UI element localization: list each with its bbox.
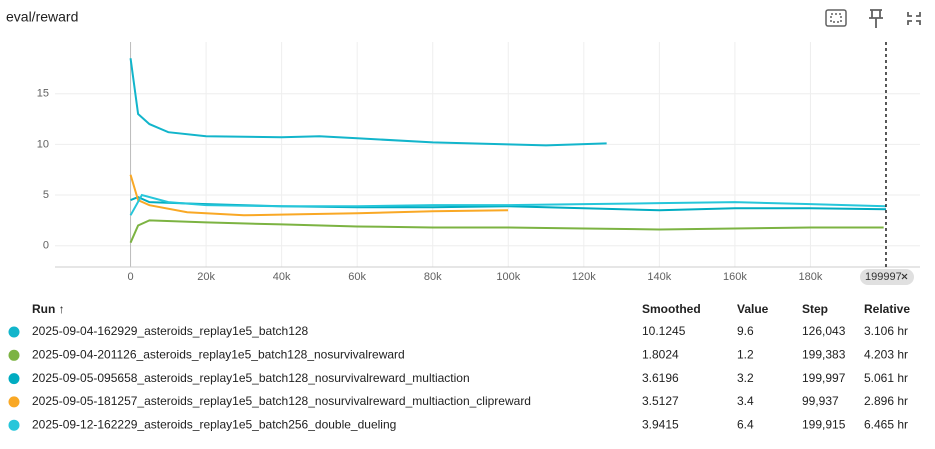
y-tick-label: 15 bbox=[37, 88, 49, 100]
x-tick-label: 0 bbox=[127, 271, 133, 283]
chart-title: eval/reward bbox=[6, 9, 78, 25]
column-header[interactable]: Run ↑ bbox=[32, 302, 65, 316]
run-color-dot bbox=[8, 349, 20, 361]
x-tick-label: 100k bbox=[496, 271, 520, 283]
relative-cell: 6.465 hr bbox=[864, 417, 908, 431]
smoothed-cell: 3.9415 bbox=[642, 417, 679, 431]
x-tick-label: 40k bbox=[273, 271, 291, 283]
value-cell: 3.4 bbox=[737, 394, 754, 408]
run-color-dot bbox=[8, 373, 20, 385]
runs-table: Run ↑ Smoothed Value Step Relative 2025-09-04… bbox=[8, 302, 910, 431]
run-color-dot bbox=[8, 326, 20, 338]
smoothed-cell: 3.5127 bbox=[642, 394, 679, 408]
smoothed-cell: 3.6196 bbox=[642, 371, 679, 385]
x-tick-label: 120k bbox=[572, 271, 596, 283]
x-tick-label: 80k bbox=[424, 271, 442, 283]
run-name: 2025-09-04-201126_asteroids_replay1e5_ba… bbox=[32, 347, 405, 361]
step-cell: 199,915 bbox=[802, 417, 846, 431]
run-name: 2025-09-12-162229_asteroids_replay1e5_ba… bbox=[32, 417, 396, 431]
fit-domain-button[interactable] bbox=[825, 9, 847, 27]
x-tick-label: 140k bbox=[647, 271, 671, 283]
relative-cell: 3.106 hr bbox=[864, 324, 908, 338]
run-name: 2025-09-05-181257_asteroids_replay1e5_ba… bbox=[32, 394, 531, 408]
run-name: 2025-09-04-162929_asteroids_replay1e5_ba… bbox=[32, 324, 309, 338]
step-cell: 126,043 bbox=[802, 324, 846, 338]
y-tick-label: 5 bbox=[43, 189, 49, 201]
pin-button[interactable] bbox=[869, 9, 883, 28]
x-tick-label: 60k bbox=[348, 271, 366, 283]
column-header: Step bbox=[802, 302, 828, 316]
plot-area: 0 5 10 15 0 20k 40k 60k 80k 100k 120k 140k 160k 180k 1… bbox=[37, 42, 920, 285]
x-tick-label: 20k bbox=[197, 271, 215, 283]
smoothed-line bbox=[129, 174, 509, 217]
value-cell: 9.6 bbox=[737, 324, 754, 338]
value-cell: 1.2 bbox=[737, 347, 754, 361]
y-tick-label: 10 bbox=[37, 138, 49, 150]
collapse-button[interactable] bbox=[907, 12, 921, 25]
smoothed-line bbox=[129, 193, 886, 216]
value-cell: 6.4 bbox=[737, 417, 754, 431]
column-header: Smoothed bbox=[642, 302, 701, 316]
smoothed-cell: 1.8024 bbox=[642, 347, 679, 361]
relative-cell: 2.896 hr bbox=[864, 394, 908, 408]
relative-cell: 4.203 hr bbox=[864, 347, 908, 361]
run-color-dot bbox=[8, 396, 20, 408]
run-name: 2025-09-05-095658_asteroids_replay1e5_ba… bbox=[32, 371, 470, 385]
step-cell: 199,383 bbox=[802, 347, 846, 361]
x-tick-label: 180k bbox=[799, 271, 823, 283]
smoothed-line bbox=[129, 219, 884, 244]
y-tick-label: 0 bbox=[43, 240, 49, 252]
step-cell: 199,997 bbox=[802, 371, 846, 385]
x-tick-label: 160k bbox=[723, 271, 747, 283]
relative-cell: 5.061 hr bbox=[864, 371, 908, 385]
column-header: Value bbox=[737, 302, 769, 316]
smoothed-cell: 10.1245 bbox=[642, 324, 686, 338]
run-color-dot bbox=[8, 419, 20, 431]
smoothed-line bbox=[130, 195, 887, 212]
value-cell: 3.2 bbox=[737, 371, 754, 385]
smoothed-line bbox=[129, 58, 607, 147]
cursor-chip[interactable] bbox=[859, 269, 914, 285]
cursor-remove[interactable] bbox=[901, 273, 908, 280]
cursor-label: 199997 bbox=[865, 271, 902, 283]
column-header: Relative bbox=[864, 302, 910, 316]
step-cell: 99,937 bbox=[802, 394, 839, 408]
